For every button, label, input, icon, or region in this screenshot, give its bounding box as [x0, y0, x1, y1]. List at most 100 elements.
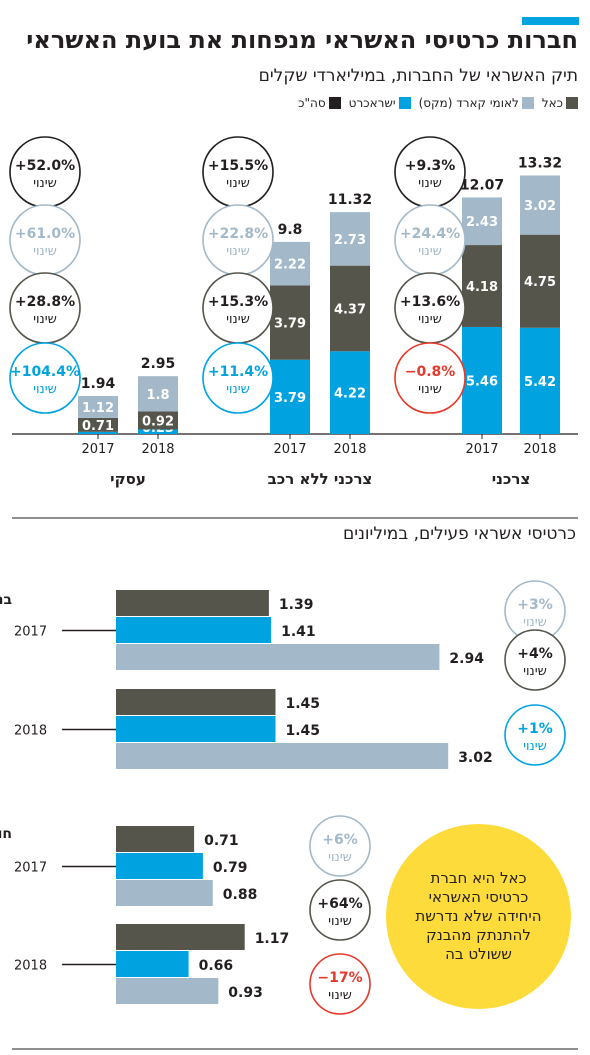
legend-item-max: לאומי קארד (מקס): [419, 96, 534, 110]
change-label: שינוי: [523, 615, 547, 630]
hbar-value-cal: 1.17: [255, 931, 290, 947]
year-label: 2017: [14, 861, 47, 876]
change-label: שינוי: [328, 850, 352, 865]
change-label: שינוי: [33, 176, 57, 191]
note-bubble: כאל היא חברת כרטיסי האשראי היחידה שלא נד…: [386, 824, 571, 1009]
bar-value-cal: 4.37: [334, 302, 366, 317]
group-label: בנקאיים: [0, 592, 12, 608]
change-value: +15.5%: [208, 158, 268, 174]
legend-swatch: [521, 97, 534, 109]
hbar-value-isracard: 0.66: [199, 958, 234, 974]
hbar-cal: [116, 689, 276, 715]
note-text: כאל היא חברת כרטיסי האשראי היחידה שלא נד…: [415, 869, 542, 963]
legend-label: ישראכרט: [348, 96, 396, 110]
bar-value-max: 3.02: [524, 199, 556, 214]
hbar-value-max: 3.02: [458, 750, 493, 766]
active-cards-subtitle: כרטיסי אשראי פעילים, במיליונים: [343, 524, 576, 544]
change-value: +1%: [517, 721, 553, 737]
hbar-max: [116, 743, 449, 769]
group-label: עסקי: [110, 470, 146, 488]
bar-segment-max: [462, 197, 502, 246]
change-value: +3%: [517, 597, 553, 613]
hbar-max: [116, 880, 213, 906]
change-value: +52.0%: [15, 158, 75, 174]
bar-segment-cal: [520, 234, 560, 328]
bar-segment-isracard: [330, 351, 370, 434]
legend-item-cal: כאל: [542, 96, 578, 110]
bar-total-label: 2.95: [141, 356, 176, 372]
change-value: −0.8%: [405, 364, 456, 380]
bar-value-isracard: 4.22: [334, 387, 366, 402]
bar-segment-max: [330, 212, 370, 266]
bar-segment-max: [270, 241, 310, 286]
hbar-isracard: [116, 853, 203, 879]
x-tick-label: 2017: [81, 442, 114, 457]
bar-value-max: 2.43: [466, 215, 498, 230]
bar-value-max: 2.22: [274, 258, 306, 273]
change-badge: [9, 342, 81, 414]
change-label: שינוי: [523, 664, 547, 679]
change-label: שינוי: [33, 312, 57, 327]
change-label: שינוי: [226, 176, 250, 191]
change-label: שינוי: [418, 382, 442, 397]
hbar-value-max: 0.88: [223, 887, 258, 903]
legend-swatch: [566, 97, 578, 109]
bar-value-cal: 0.71: [82, 419, 114, 434]
hbar-value-isracard: 1.45: [286, 723, 321, 739]
hbar-cal: [116, 924, 245, 950]
bar-value-cal: 0.92: [142, 414, 174, 429]
legend-item-total: סה"כ: [298, 96, 341, 110]
change-badge: [309, 815, 371, 877]
change-value: +61.0%: [15, 226, 75, 242]
bar-total-label: 1.94: [81, 376, 116, 392]
hbar-cal: [116, 590, 269, 616]
change-label: שינוי: [328, 988, 352, 1003]
change-badge: [202, 342, 274, 414]
hbar-value-max: 2.94: [449, 651, 484, 667]
bar-value-max: 1.8: [146, 388, 169, 403]
chart-subtitle: תיק האשראי של החברות, במיליארדי שקלים: [258, 66, 578, 86]
x-tick-label: 2018: [141, 442, 174, 457]
hbar-value-max: 0.93: [228, 985, 263, 1001]
change-label: שינוי: [33, 382, 57, 397]
hbar-isracard: [116, 951, 189, 977]
bar-value-isracard: 5.42: [524, 375, 556, 390]
hbar-value-cal: 1.45: [286, 696, 321, 712]
bar-segment-isracard: [138, 429, 178, 434]
bar-segment-isracard: [462, 326, 502, 434]
change-label: שינוי: [523, 739, 547, 754]
bar-segment-cal: [330, 265, 370, 352]
change-badge: [394, 342, 466, 414]
bar-value-cal: 3.79: [274, 317, 306, 332]
change-label: שינוי: [328, 914, 352, 929]
legend: כאל לאומי קארד (מקס) ישראכרט סה"כ: [298, 96, 578, 110]
legend-label: כאל: [541, 96, 563, 110]
change-value: −17%: [317, 970, 362, 986]
legend-swatch: [328, 97, 341, 109]
change-label: שינוי: [226, 244, 250, 259]
bar-total-label: 9.8: [278, 222, 303, 238]
x-tick-label: 2017: [273, 442, 306, 457]
year-label: 2018: [14, 724, 47, 739]
legend-label: לאומי קארד (מקס): [418, 96, 519, 110]
group-label: צרכני: [492, 470, 531, 488]
hbar-isracard: [116, 617, 272, 643]
bar-value-isracard: 5.46: [466, 374, 498, 389]
bar-segment-cal: [138, 411, 178, 430]
credit-portfolio-chart: 5.46 4.18 2.43 12.07 2017 5.42 4.75 3.02 13.32 20…: [9, 136, 578, 519]
bar-segment-isracard: [270, 359, 310, 434]
hbar-value-isracard: 1.41: [281, 624, 316, 640]
legend-swatch: [398, 97, 411, 109]
hbar-isracard: [116, 716, 276, 742]
change-label: שינוי: [33, 244, 57, 259]
x-tick-label: 2017: [465, 442, 498, 457]
page-title: חברות כרטיסי האשראי מנפחות את בועת האשרא…: [26, 26, 578, 54]
bar-segment-max: [138, 376, 178, 412]
bar-total-label: 12.07: [460, 177, 504, 193]
bar-value-cal: 4.75: [524, 275, 556, 290]
change-value: +104.4%: [10, 364, 80, 380]
bar-value-isracard: 3.79: [274, 391, 306, 406]
group-label: צרכני ללא רכב: [268, 470, 373, 488]
change-label: שינוי: [226, 312, 250, 327]
hbar-value-cal: 0.71: [204, 833, 239, 849]
